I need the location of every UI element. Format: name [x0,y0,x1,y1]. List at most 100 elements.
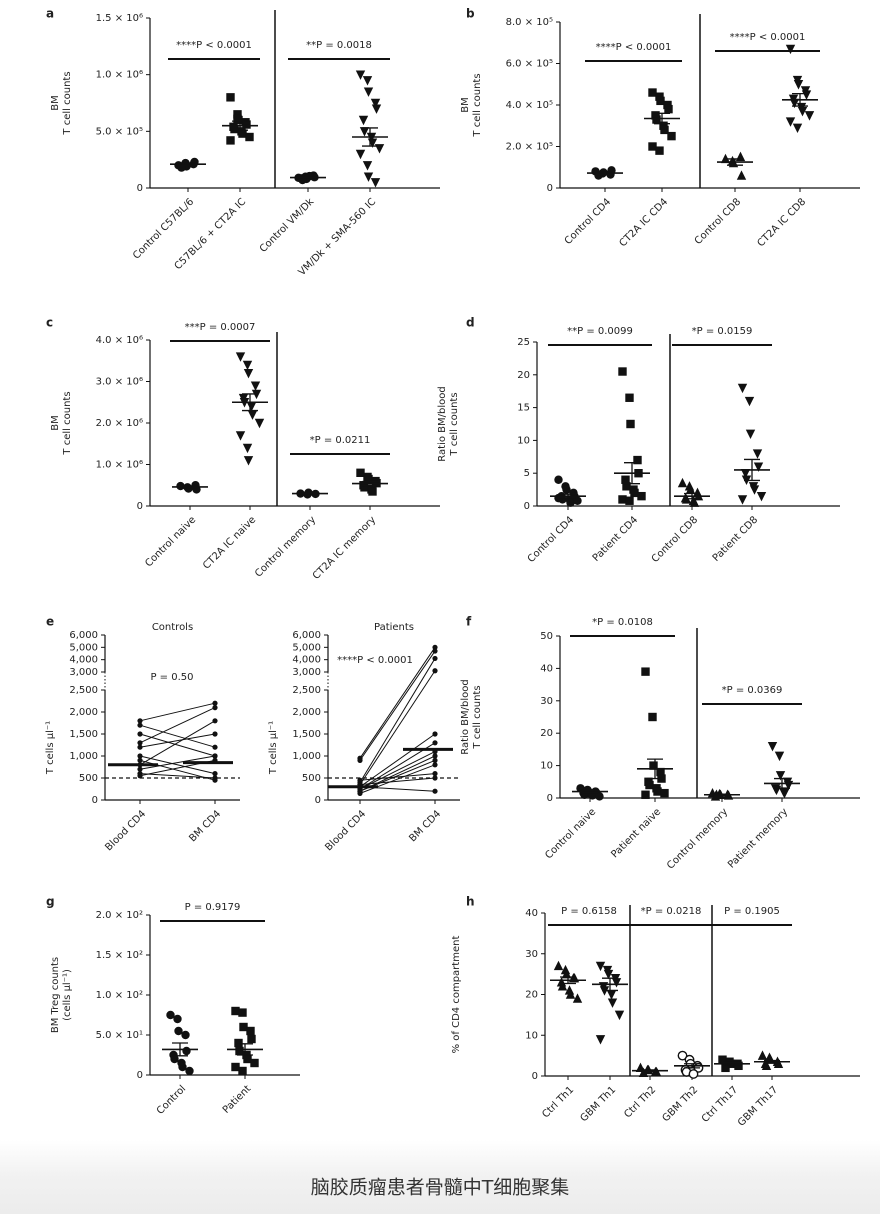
y-tick-label: 40 [525,908,538,919]
y-tick-label: 1,000 [69,751,98,762]
x-tick-label: Control naive [143,514,198,569]
data-point [645,780,654,790]
x-tick-label: BM CD4 [407,808,443,844]
y-axis-label: Ratio BM/blood [460,679,471,754]
data-point [648,712,657,722]
y-tick-label: 500 [79,773,98,784]
pair-line [359,773,436,781]
data-point [305,171,314,181]
caption: 脑胶质瘤患者骨髓中T细胞聚集 [311,1177,570,1199]
error-bar [180,162,196,166]
y-tick-label: 3,000 [69,667,98,678]
data-point [561,968,572,979]
data-point [656,767,665,777]
y-tick-label: 2.0 × 10⁵ [506,142,553,153]
x-tick-label: Blood CD4 [323,808,368,853]
error-bar [624,462,640,485]
data-point [638,1067,649,1077]
significance-label: P = 0.1905 [724,906,780,917]
error-bar [302,492,318,495]
y-axis-label: BM Treg counts [50,957,61,1033]
error-bar [242,393,258,412]
y-tick-label: 20 [525,990,538,1001]
data-point [785,117,796,127]
data-point [243,369,254,379]
error-bar [684,492,700,500]
data-point [370,178,381,188]
data-point [173,1014,182,1024]
y-tick-label: 4.0 × 10⁶ [96,335,143,346]
data-point [641,790,650,799]
data-point [588,791,597,800]
pair-line [359,751,436,790]
data-point [677,1050,688,1061]
data-point [238,1066,247,1076]
pair-line [139,702,216,722]
y-axis-label: T cells µl⁻¹ [45,721,56,775]
data-point [792,123,803,134]
data-point [595,792,604,801]
y-tick-label: 2.0 × 10² [96,910,143,921]
y-tick-label: 0 [547,183,553,194]
data-point [432,762,438,768]
significance-label: *P = 0.0218 [641,906,702,917]
error-bar [714,793,730,797]
pair-line [139,755,216,770]
y-tick-label: 10 [517,435,530,446]
error-bar [237,1043,253,1056]
data-point [246,402,257,412]
data-point [720,153,731,164]
y-axis-label: T cell counts [449,392,460,456]
significance-label: **P = 0.0018 [306,40,372,51]
data-point [660,125,669,135]
data-point [137,722,143,728]
data-point [370,98,381,109]
data-point [247,410,258,420]
data-point [137,718,143,724]
x-tick-label: Control naive [543,806,598,861]
y-tick-label: 1.5 × 10² [96,950,143,961]
x-tick-label: Blood CD4 [103,808,148,853]
significance-label: *P = 0.0159 [692,326,753,337]
data-point [357,777,363,783]
data-point [625,496,634,505]
y-tick-label: 15 [517,403,530,414]
y-tick-label: 5 [524,468,530,479]
data-point [137,773,143,779]
x-tick-label: CT2A IC CD4 [617,196,670,249]
data-point [363,87,374,97]
significance-label: ****P < 0.0001 [176,40,252,51]
data-point [789,98,800,109]
y-tick-label: 0 [547,793,553,804]
data-point [779,788,790,799]
y-tick-label: 40 [540,663,553,674]
significance-label: ****P < 0.0001 [730,32,806,43]
y-tick-label: 1.0 × 10⁶ [96,460,143,471]
data-point [737,383,748,394]
x-tick-label: GBM Th1 [578,1084,618,1124]
data-point [655,146,664,155]
data-point [721,1063,730,1073]
data-point [432,740,438,746]
y-tick-label: 1.5 × 10⁶ [96,13,143,24]
error-bar [764,1059,780,1064]
data-point [254,418,265,429]
data-point [734,1061,743,1071]
data-point [677,477,688,488]
x-tick-label: Control CD8 [693,196,743,246]
significance-label: *P = 0.0211 [310,435,371,446]
error-bar [597,171,613,175]
data-point [432,648,438,654]
data-point [137,753,143,759]
data-point [761,1060,772,1071]
y-tick-label: 6,000 [292,630,321,641]
data-point [226,136,235,145]
data-point [242,443,253,454]
data-point [238,129,247,138]
data-point [235,352,246,362]
y-tick-label: 2,500 [292,685,321,696]
data-point [432,753,438,759]
y-tick-label: 5,000 [292,642,321,653]
data-point [718,1055,727,1064]
y-tick-label: 1,500 [69,729,98,740]
